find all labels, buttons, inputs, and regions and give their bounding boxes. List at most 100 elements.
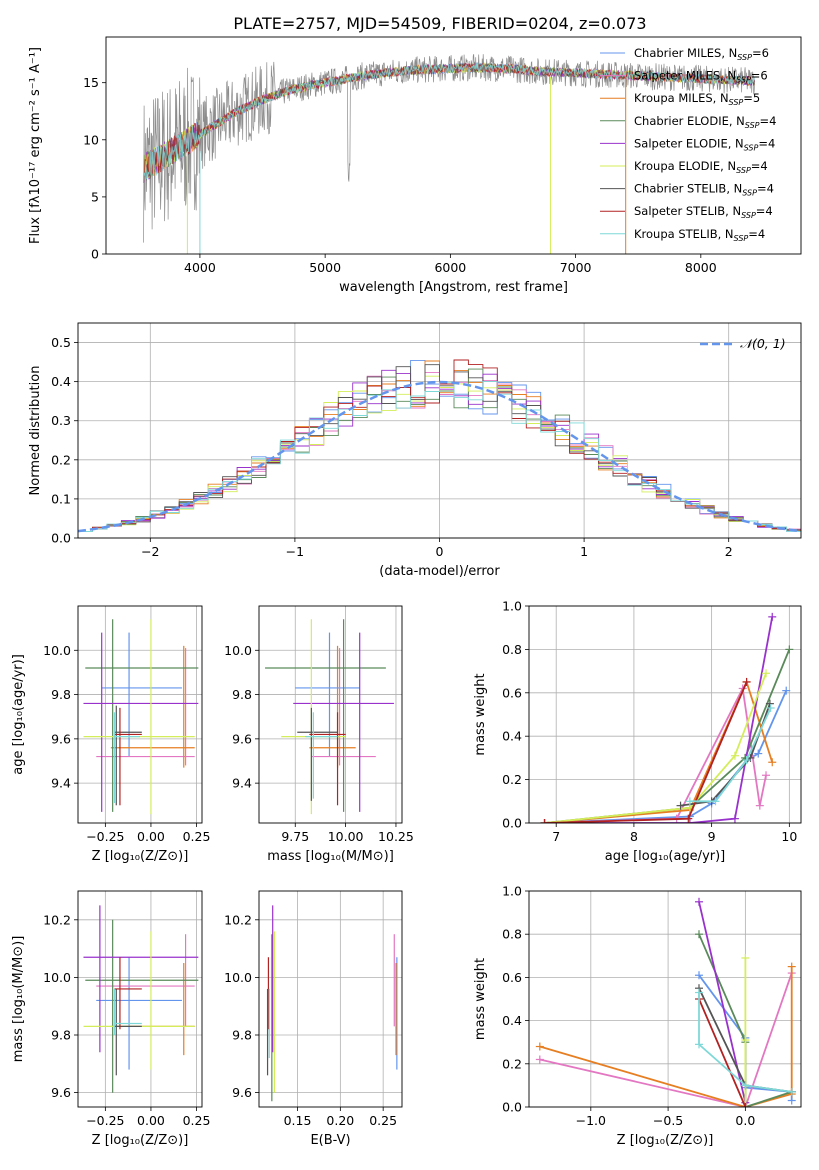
axes-frame: [258, 890, 403, 1108]
y-tick-label: 0: [91, 247, 99, 262]
residuals-plot-area: [78, 359, 801, 533]
axes-frame: [528, 890, 802, 1108]
y-tick-label: 0.4: [502, 1013, 522, 1028]
y-tick-label: 0.6: [502, 970, 522, 985]
y-tick-label: 1.0: [502, 884, 522, 899]
y-axis-label: Normed distribution: [28, 366, 43, 496]
legend-entry: Chabrier ELODIE, NSSP=4: [634, 114, 776, 130]
y-tick-label: 10.2: [43, 912, 71, 927]
y-tick-label: 9.6: [51, 1085, 71, 1100]
x-tick-label: 7000: [560, 260, 592, 275]
y-tick-label: 15: [83, 75, 99, 90]
x-tick-label: 0.25: [369, 1113, 397, 1128]
x-axis-label: age [log₁₀(age/yr)]: [605, 849, 726, 864]
spectrum-legend: Chabrier MILES, NSSP=6 Salpeter MILES, NS…: [600, 46, 776, 243]
y-tick-label: 9.8: [232, 687, 252, 702]
y-axis-label: mass weight: [473, 673, 488, 755]
x-axis-label: (data-model)/error: [379, 564, 500, 579]
weight-vs-z-panel-plot-area: [535, 897, 796, 1107]
histogram-step: [78, 380, 801, 532]
mass-vs-z-panel-plot-area: [83, 905, 199, 1093]
y-tick-label: 0.5: [51, 335, 71, 350]
y-tick-label: 9.4: [232, 776, 252, 791]
spectrum-plot-area: [143, 54, 756, 254]
x-tick-label: 6000: [434, 260, 466, 275]
y-axis-label: mass [log₁₀(M/M⊙)]: [11, 936, 26, 1063]
y-tick-label: 0.0: [51, 531, 71, 546]
y-tick-label: 0.2: [502, 772, 522, 787]
y-axis-label: Flux [fλ10⁻¹⁷ erg cm⁻² s⁻¹ A⁻¹]: [28, 47, 43, 244]
weight-series-line: [544, 616, 774, 823]
x-tick-label: −0.25: [86, 1113, 124, 1128]
legend-entry: Kroupa ELODIE, NSSP=4: [634, 159, 768, 175]
y-tick-label: 0.1: [51, 491, 71, 506]
legend-entry: Kroupa STELIB, NSSP=4: [634, 227, 765, 243]
x-tick-label: 0.00: [137, 1113, 165, 1128]
x-axis-label: Z [log₁₀(Z/Z⊙)]: [617, 1133, 714, 1148]
legend-entry: Chabrier STELIB, NSSP=4: [634, 182, 774, 198]
age-vs-mass-panel: 9.75 10.00 10.25 9.4 9.6 9.8 10.0 mass [log₁₀(M…: [224, 605, 414, 864]
x-tick-label: 1: [580, 544, 588, 559]
y-tick-label: 0.0: [502, 816, 522, 831]
spectrum-panel: 4000 5000 6000 7000 8000 0 5 10 15 wavelength [An…: [28, 36, 802, 295]
mass-vs-ebv-panel-plot-area: [266, 905, 398, 1102]
x-tick-label: 0.15: [284, 1113, 312, 1128]
x-tick-label: 10: [781, 829, 797, 844]
legend-entry: Kroupa MILES, NSSP=5: [634, 91, 760, 107]
x-tick-label: 0.20: [326, 1113, 354, 1128]
weight-series-line: [539, 972, 793, 1107]
weight-series-line: [698, 998, 747, 1107]
weight-series-line: [539, 966, 793, 1107]
legend-entry: 𝒩(0, 1): [740, 336, 786, 351]
x-tick-label: −1: [286, 544, 304, 559]
y-tick-label: 9.6: [232, 731, 252, 746]
y-tick-label: 0.0: [502, 1100, 522, 1115]
x-tick-label: 5000: [309, 260, 341, 275]
x-tick-label: 10.25: [378, 829, 414, 844]
x-axis-label: Z [log₁₀(Z/Z⊙)]: [92, 1133, 189, 1148]
y-tick-label: 10.0: [224, 643, 252, 658]
x-tick-label: 4000: [184, 260, 216, 275]
weight-series-line: [544, 672, 767, 823]
x-axis-label: mass [log₁₀(M/M⊙)]: [267, 849, 394, 864]
y-tick-label: 10.2: [224, 912, 252, 927]
y-tick-label: 9.6: [232, 1085, 252, 1100]
y-tick-label: 9.4: [51, 776, 71, 791]
x-tick-label: 0.25: [183, 1113, 211, 1128]
y-tick-label: 9.8: [51, 687, 71, 702]
axes-frame: [528, 605, 802, 824]
model-spectrum-line: [143, 62, 755, 183]
y-tick-label: 10.0: [43, 643, 71, 658]
y-tick-label: 10.0: [43, 970, 71, 985]
age-vs-mass-panel-plot-area: [265, 619, 394, 815]
axes-frame: [105, 36, 802, 255]
x-axis-label: wavelength [Angstrom, rest frame]: [339, 280, 568, 295]
y-tick-label: 0.2: [51, 452, 71, 467]
weight-series-line: [689, 707, 772, 803]
axes-frame: [77, 605, 203, 824]
weight-vs-z-panel: −1.0 −0.5 0.0 0.0 0.2 0.4 0.6 0.8 1.0 Z [log₁₀(Z/…: [473, 884, 802, 1148]
x-axis-label: E(B-V): [310, 1133, 350, 1148]
y-tick-label: 1.0: [502, 599, 522, 614]
y-tick-label: 0.8: [502, 927, 522, 942]
y-tick-label: 9.8: [51, 1028, 71, 1043]
residuals-panel: −2 −1 0 1 2 0.0 0.1 0.2 0.3 0.4 0.5 (data-model)/er…: [28, 322, 802, 579]
legend-entry: Salpeter STELIB, NSSP=4: [634, 204, 773, 220]
x-tick-label: 0.25: [183, 829, 211, 844]
weight-vs-age-panel-plot-area: [540, 612, 794, 823]
axes-frame: [77, 322, 802, 539]
age-vs-z-panel-plot-area: [83, 619, 199, 815]
normal-curve: [78, 380, 801, 533]
legend-entry: Salpeter ELODIE, NSSP=4: [634, 136, 775, 152]
axes-frame: [77, 890, 203, 1108]
y-tick-label: 5: [91, 189, 99, 204]
age-vs-z-panel: −0.25 0.00 0.25 9.4 9.6 9.8 10.0 Z [log₁₀(Z/Z⊙)…: [11, 605, 211, 864]
y-tick-label: 0.2: [502, 1056, 522, 1071]
x-tick-label: 0.00: [137, 829, 165, 844]
figure-title: PLATE=2757, MJD=54509, FIBERID=0204, z=0…: [233, 14, 646, 33]
legend-entry: Salpeter MILES, NSSP=6: [634, 69, 768, 85]
mass-vs-ebv-panel: 0.15 0.20 0.25 9.6 9.8 10.0 10.2 E(B-V): [224, 890, 403, 1148]
y-tick-label: 0.4: [51, 374, 71, 389]
x-tick-label: −0.25: [86, 829, 124, 844]
